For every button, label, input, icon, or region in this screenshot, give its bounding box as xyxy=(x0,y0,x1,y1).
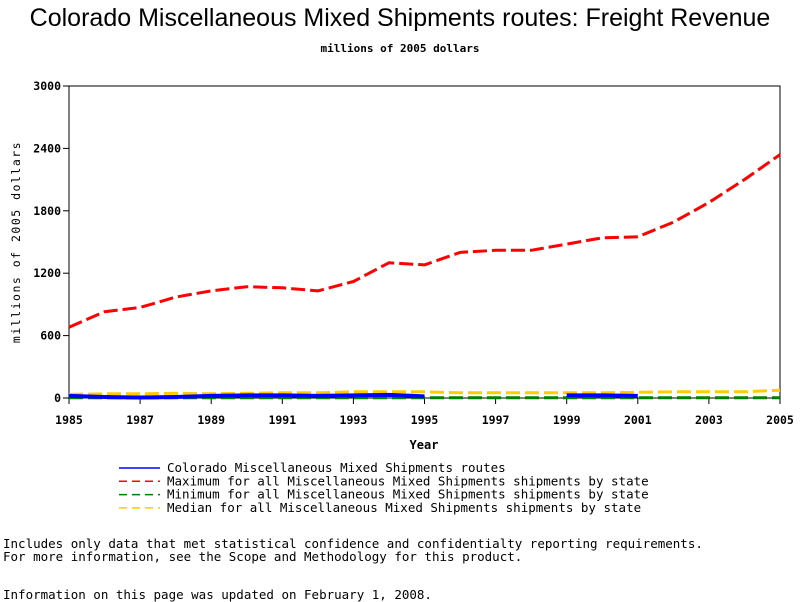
x-axis-label: Year xyxy=(410,438,439,452)
x-tick-label: 2005 xyxy=(766,413,794,427)
x-tick-label: 1985 xyxy=(55,413,83,427)
x-tick-label: 1995 xyxy=(411,413,439,427)
legend: Colorado Miscellaneous Mixed Shipments r… xyxy=(119,460,649,515)
y-tick-label: 3000 xyxy=(33,79,61,93)
legend-label: Colorado Miscellaneous Mixed Shipments r… xyxy=(167,460,506,475)
series-line-0 xyxy=(68,392,425,400)
y-tick-label: 1200 xyxy=(33,266,61,280)
y-tick-label: 600 xyxy=(40,329,61,343)
x-tick-label: 2001 xyxy=(624,413,652,427)
legend-label: Maximum for all Miscellaneous Mixed Ship… xyxy=(167,473,649,488)
legend-label: Minimum for all Miscellaneous Mixed Ship… xyxy=(167,487,649,502)
confidence-note: Includes only data that met statistical … xyxy=(3,536,703,551)
methodology-note: For more information, see the Scope and … xyxy=(3,549,523,564)
chart-subtitle: millions of 2005 dollars xyxy=(320,42,480,55)
x-tick-label: 1991 xyxy=(268,413,296,427)
y-tick-label: 0 xyxy=(54,391,61,405)
x-tick-label: 1993 xyxy=(340,413,368,427)
series-line-3 xyxy=(68,388,781,396)
x-tick-label: 1989 xyxy=(197,413,225,427)
y-tick-label: 2400 xyxy=(33,141,61,155)
x-tick-label: 1987 xyxy=(126,413,154,427)
series-line-0 xyxy=(566,393,638,398)
y-tick-label: 1800 xyxy=(33,204,61,218)
chart-title: Colorado Miscellaneous Mixed Shipments r… xyxy=(29,4,771,32)
y-axis-label: millions of 2005 dollars xyxy=(9,141,23,343)
plot-area-frame xyxy=(68,85,781,399)
series-line-1 xyxy=(68,153,781,329)
x-tick-label: 1997 xyxy=(482,413,510,427)
line-chart: 0 600 1200 1800 2400 3000 1985 1987 1989 1991 199… xyxy=(9,79,794,515)
updated-note: Information on this page was updated on … xyxy=(3,587,432,602)
x-tick-label: 2003 xyxy=(695,413,723,427)
x-tick-label: 1999 xyxy=(553,413,581,427)
legend-label: Median for all Miscellaneous Mixed Shipm… xyxy=(167,500,641,515)
